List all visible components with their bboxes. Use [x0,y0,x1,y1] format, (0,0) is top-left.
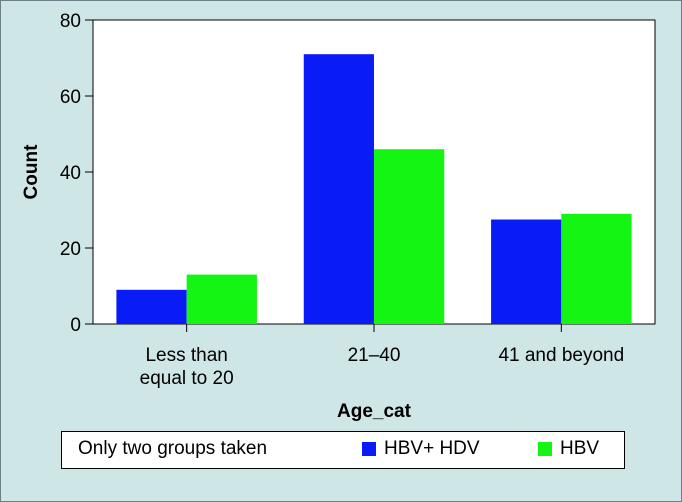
y-tick-label-40: 40 [60,163,81,184]
x-tick-label-1: 21–40 [348,345,401,366]
y-tick-label-0: 0 [70,315,81,336]
y-tick-label-20: 20 [60,239,81,260]
bar-hbv-hdv-2 [491,219,562,324]
legend-note: Only two groups taken [78,438,268,459]
legend: Only two groups taken HBV+ HDV HBV [61,431,625,469]
legend-swatch-hbv-hdv [362,442,376,456]
legend-label-hbv-hdv: HBV+ HDV [384,438,480,459]
x-axis-title: Age_cat [337,401,412,422]
legend-entry-hbv-hdv: HBV+ HDV [362,438,480,460]
bar-hbv-1 [374,149,445,324]
x-tick-label-0: Less than equal to 20 [140,345,234,389]
x-tick-label-2: 41 and beyond [498,345,624,366]
bar-hbv-hdv-1 [303,54,374,324]
y-axis-title: Count [21,144,42,200]
legend-swatch-hbv [538,442,552,456]
y-tick-label-80: 80 [60,11,81,32]
legend-label-hbv: HBV [560,438,600,459]
bar-hbv-2 [561,213,632,324]
legend-entry-hbv: HBV [538,438,599,460]
bar-hbv-0 [186,274,257,324]
bar-hbv-hdv-0 [116,289,187,324]
y-tick-label-60: 60 [60,87,81,108]
